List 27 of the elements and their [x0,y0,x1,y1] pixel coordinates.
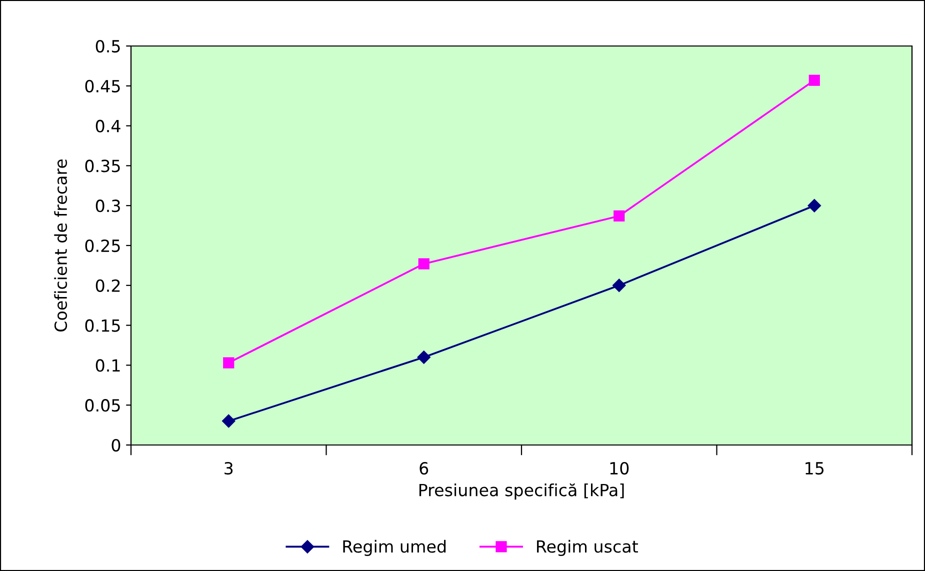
point [808,74,820,86]
y-tick-label: 0.5 [96,40,120,53]
point [612,278,626,292]
point [417,350,430,364]
point [222,414,236,428]
y-tick-label: 0 [112,438,120,452]
y-tick-label: 0.35 [85,160,120,172]
x-tick-label: 15 [806,462,824,475]
x-tick-label: 3 [224,462,233,475]
point [223,357,234,368]
point [418,258,430,270]
x-tick-label: 10 [610,462,629,475]
y-tick-label: 0.15 [85,319,120,332]
x-axis-title: Presiunea specifică [kPa] [419,483,624,500]
y-tick-label: 0.25 [85,239,120,252]
legend-label: Regim umed [343,540,446,556]
point [614,210,625,222]
y-axis-title: Coeficient de frecare [54,159,68,332]
y-tick-label: 0.3 [96,200,120,212]
y-tick-label: 0.4 [96,120,120,132]
y-tick-label: 0.05 [85,399,120,412]
y-tick-label: 0.2 [96,279,120,292]
point [808,199,821,212]
y-tick-label: 0.45 [85,80,120,92]
x-tick-label: 6 [420,462,428,475]
legend-label: Regim uscat [537,540,638,556]
y-tick-label: 0.1 [96,359,120,372]
